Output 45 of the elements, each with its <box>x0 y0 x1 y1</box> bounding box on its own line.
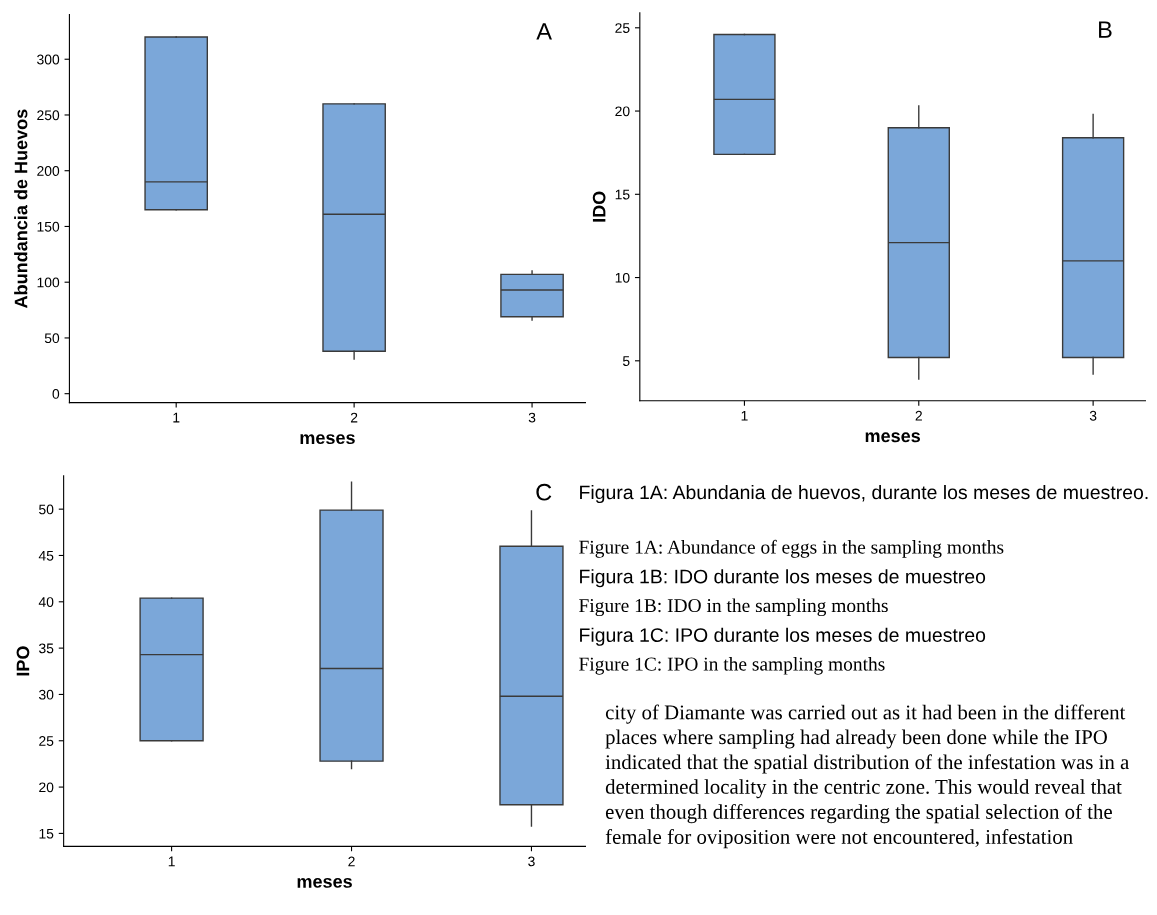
chart-title: B <box>1099 21 1112 38</box>
y-tick-label: 35 <box>39 643 54 654</box>
y-axis-title: Abundancia de Huevos <box>14 109 28 308</box>
chart-title: C <box>536 483 552 501</box>
y-tick-label: 45 <box>38 550 54 561</box>
x-tick-label: 2 <box>348 856 355 867</box>
y-tick-label: 20 <box>615 106 630 117</box>
y-tick-label: 5 <box>622 356 630 366</box>
y-tick-label: 20 <box>39 782 54 793</box>
x-tick-label: 1 <box>168 856 175 867</box>
y-tick-label: 10 <box>615 272 630 283</box>
annotation: Figura 1B: IDO durante los meses de muestreo <box>580 569 986 588</box>
y-axis-title: IDO <box>592 191 606 222</box>
y-tick-label: 25 <box>39 736 54 746</box>
y-tick-label: 15 <box>615 189 630 200</box>
x-axis-title: meses <box>297 877 352 888</box>
annotation: Figure 1B: IDO in the sampling months <box>579 598 888 617</box>
text: city of Diamante was carried out as it had been in the different places where sampling had already been done while the IPO indicated that the spatial distribution of the infestation was in a determined locality in the centric zone. This would reveal that even though differences regarding the spatial selection of the female for oviposition were not encountered, infestation <box>605 704 1130 849</box>
x-axis-title: meses <box>300 434 355 445</box>
chart-title: A <box>536 23 552 40</box>
x-tick-label: 1 <box>173 412 180 423</box>
y-tick-label: 25 <box>615 23 630 33</box>
y-tick-label: 15 <box>39 828 54 839</box>
x-tick-label: 3 <box>528 856 535 867</box>
x-tick-label: 2 <box>350 412 358 423</box>
y-tick-label: 0 <box>52 389 60 399</box>
y-tick-label: 250 <box>37 110 60 121</box>
x-tick-label: 3 <box>528 412 536 423</box>
y-tick-label: 150 <box>37 221 60 232</box>
x-tick-label: 2 <box>915 410 922 421</box>
y-tick-label: 100 <box>37 277 60 288</box>
y-tick-label: 50 <box>39 504 54 515</box>
annotation: Figure 1C: IPO in the sampling months <box>579 656 885 675</box>
x-axis-title: meses <box>865 432 920 443</box>
y-tick-label: 50 <box>44 333 60 344</box>
y-tick-label: 200 <box>37 166 60 176</box>
x-tick-label: 3 <box>1089 410 1097 421</box>
annotation: Figura 1C: IPO durante los meses de muestreo <box>580 627 986 646</box>
x-tick-label: 1 <box>741 411 748 421</box>
y-tick-label: 40 <box>38 597 54 607</box>
y-tick-label: 30 <box>39 689 54 700</box>
y-tick-label: 300 <box>37 54 60 65</box>
annotation: Figura 1A: Abundania de huevos, durante los meses de muestreo. <box>580 484 1148 504</box>
y-axis-title: IPO <box>16 646 30 676</box>
annotation: Figure 1A: Abundance of eggs in the sampling months <box>579 539 1004 558</box>
